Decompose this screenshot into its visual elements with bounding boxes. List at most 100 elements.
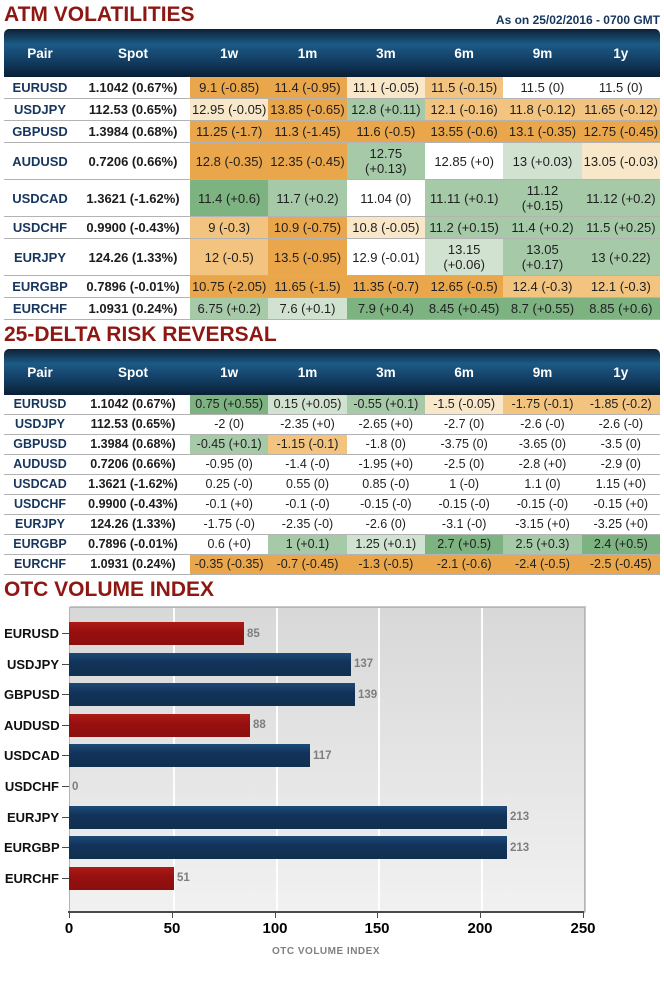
pair-cell: EURJPY	[4, 514, 76, 535]
column-header-1w: 1w	[190, 29, 269, 77]
table-row-gbpusd: GBPUSD 1.3984 (0.68%) -0.45 (+0.1) -1.15 (-…	[4, 434, 660, 455]
value-cell: -2.6 (-0)	[581, 414, 660, 435]
bar-value: 88	[253, 719, 266, 732]
bar-gbpusd	[69, 683, 355, 707]
value-cell: 12.75 (+0.13)	[346, 142, 425, 180]
value-cell: -2.5 (-0.45)	[581, 554, 660, 575]
value-cell: -3.15 (+0)	[503, 514, 582, 535]
value-cell: -0.15 (+0)	[581, 494, 660, 515]
chart-band-usdjpy: USDJPY 137	[4, 652, 664, 676]
x-tick-label: 150	[364, 920, 390, 937]
bar-eurgbp	[69, 836, 507, 860]
value-cell: 12.65 (-0.5)	[424, 275, 504, 298]
x-tick-label: 250	[570, 920, 596, 937]
value-cell: 13.05 (+0.17)	[503, 238, 582, 276]
value-cell: 11.04 (0)	[346, 179, 425, 217]
value-cell: -2.6 (-0)	[503, 414, 582, 435]
value-cell: -1.4 (-0)	[268, 454, 347, 475]
value-cell: 11.7 (+0.2)	[268, 179, 347, 217]
x-tick	[480, 913, 481, 918]
table-row-eurjpy: EURJPY 124.26 (1.33%) -1.75 (-0) -2.35 (-0)…	[4, 514, 660, 535]
bar-usdcad	[69, 744, 310, 768]
chart-band-usdcad: USDCAD 117	[4, 744, 664, 768]
pair-cell: USDCHF	[4, 494, 76, 515]
value-cell: -0.15 (-0)	[346, 494, 425, 515]
x-tick	[172, 913, 173, 918]
table-row-gbpusd: GBPUSD 1.3984 (0.68%) 11.25 (-1.7) 11.3 (-1…	[4, 120, 660, 143]
value-cell: -2.5 (0)	[424, 454, 504, 475]
value-cell: -3.1 (-0)	[424, 514, 504, 535]
value-cell: 11.5 (-0.15)	[424, 77, 504, 99]
spot-cell: 124.26 (1.33%)	[76, 514, 190, 535]
value-cell: 13.85 (-0.65)	[268, 98, 347, 121]
table-row-usdcad: USDCAD 1.3621 (-1.62%) 0.25 (-0) 0.55 (0) 0.…	[4, 474, 660, 495]
category-label: GBPUSD	[4, 687, 60, 703]
spot-cell: 0.7206 (0.66%)	[76, 454, 190, 475]
x-tick	[583, 913, 584, 918]
value-cell: 13.15 (+0.06)	[424, 238, 504, 276]
value-cell: 2.7 (+0.5)	[424, 534, 504, 555]
value-cell: -2.1 (-0.6)	[424, 554, 504, 575]
value-cell: 11.25 (-1.7)	[190, 120, 269, 143]
y-tick	[62, 663, 69, 665]
value-cell: 0.15 (+0.05)	[268, 395, 347, 415]
value-cell: 11.2 (+0.15)	[424, 216, 504, 239]
bar-eurusd	[69, 622, 244, 645]
category-label: AUDUSD	[4, 717, 60, 733]
value-cell: 10.9 (-0.75)	[268, 216, 347, 239]
value-cell: -3.65 (0)	[503, 434, 582, 455]
x-tick-label: 100	[262, 920, 288, 937]
value-cell: 1.25 (+0.1)	[346, 534, 425, 555]
value-cell: 12.1 (-0.16)	[424, 98, 504, 121]
table-row-usdchf: USDCHF 0.9900 (-0.43%) 9 (-0.3) 10.9 (-0.75…	[4, 216, 660, 239]
value-cell: -2.8 (+0)	[503, 454, 582, 475]
value-cell: 11.4 (-0.95)	[268, 77, 347, 99]
column-header-pair: Pair	[4, 29, 76, 77]
spot-cell: 1.3621 (-1.62%)	[76, 179, 190, 217]
pair-cell: AUDUSD	[4, 142, 76, 180]
otc-section-title: OTC VOLUME INDEX	[4, 578, 215, 601]
y-tick	[62, 694, 69, 696]
value-cell: -0.35 (-0.35)	[190, 554, 269, 575]
y-tick	[62, 816, 69, 818]
value-cell: 7.9 (+0.4)	[346, 297, 425, 320]
y-tick	[62, 633, 69, 634]
value-cell: 9.1 (-0.85)	[190, 77, 269, 99]
value-cell: 11.5 (+0.25)	[581, 216, 660, 239]
value-cell: -1.3 (-0.5)	[346, 554, 425, 575]
table-row-usdjpy: USDJPY 112.53 (0.65%) -2 (0) -2.35 (+0) -2.6…	[4, 414, 660, 435]
rr-table-header-row: Pair Spot 1w 1m 3m 6m 9m 1y	[4, 349, 660, 395]
table-row-eurchf: EURCHF 1.0931 (0.24%) -0.35 (-0.35) -0.7 (-…	[4, 554, 660, 575]
column-header-spot: Spot	[76, 349, 190, 395]
category-label: USDJPY	[6, 656, 59, 672]
x-tick	[69, 913, 70, 918]
value-cell: -1.75 (-0)	[190, 514, 269, 535]
table-row-eurgbp: EURGBP 0.7896 (-0.01%) 0.6 (+0) 1 (+0.1) 1.2…	[4, 534, 660, 555]
x-tick-label: 200	[467, 920, 493, 937]
value-cell: 8.7 (+0.55)	[503, 297, 582, 320]
otc-volume-chart: OTC VOLUME INDEX EURUSD 85 USDJPY 137 GBPUSD…	[4, 605, 660, 963]
value-cell: 8.45 (+0.45)	[424, 297, 504, 320]
value-cell: -0.45 (+0.1)	[190, 434, 269, 455]
pair-cell: AUDUSD	[4, 454, 76, 475]
atm-table-header-row: Pair Spot 1w 1m 3m 6m 9m 1y	[4, 29, 660, 77]
value-cell: 11.12 (+0.15)	[503, 179, 582, 217]
column-header-6m: 6m	[424, 29, 504, 77]
pair-cell: USDCHF	[4, 216, 76, 239]
pair-cell: EURGBP	[4, 275, 76, 298]
column-header-9m: 9m	[503, 29, 582, 77]
column-header-1m: 1m	[268, 29, 347, 77]
chart-band-usdchf: USDCHF 0	[4, 775, 664, 798]
x-axis-line	[68, 911, 584, 913]
spot-cell: 0.9900 (-0.43%)	[76, 494, 190, 515]
value-cell: 2.4 (+0.5)	[581, 534, 660, 555]
pair-cell: USDJPY	[4, 98, 76, 121]
value-cell: 12.75 (-0.45)	[581, 120, 660, 143]
value-cell: -2.35 (+0)	[268, 414, 347, 435]
pair-cell: GBPUSD	[4, 434, 76, 455]
chart-band-eurchf: EURCHF 51	[4, 866, 664, 890]
value-cell: 13.5 (-0.95)	[268, 238, 347, 276]
pair-cell: EURUSD	[4, 77, 76, 99]
table-row-eurgbp: EURGBP 0.7896 (-0.01%) 10.75 (-2.05) 11.65 …	[4, 275, 660, 298]
category-label: EURGBP	[4, 840, 60, 856]
